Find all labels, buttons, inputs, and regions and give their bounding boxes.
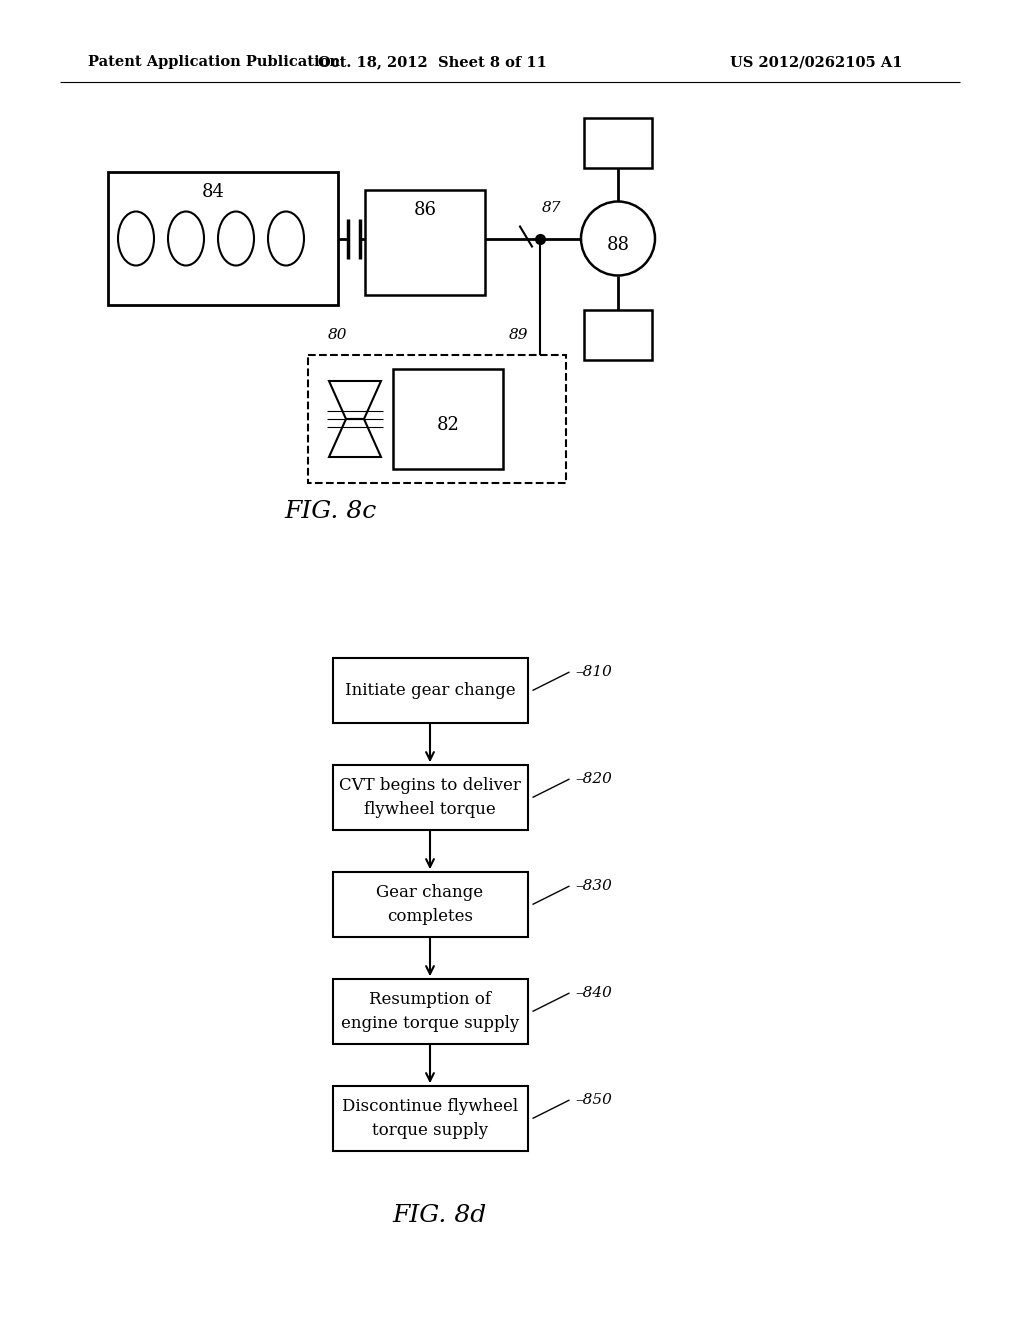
- Text: Discontinue flywheel: Discontinue flywheel: [342, 1098, 518, 1115]
- Text: –850: –850: [575, 1093, 612, 1107]
- Text: US 2012/0262105 A1: US 2012/0262105 A1: [730, 55, 902, 69]
- Text: flywheel torque: flywheel torque: [365, 801, 496, 818]
- Text: Resumption of: Resumption of: [369, 991, 490, 1008]
- Bar: [333, 979, 527, 1044]
- Text: 80: 80: [328, 327, 347, 342]
- Text: Initiate gear change: Initiate gear change: [345, 682, 515, 700]
- Text: –820: –820: [575, 772, 612, 785]
- Text: Oct. 18, 2012  Sheet 8 of 11: Oct. 18, 2012 Sheet 8 of 11: [317, 55, 547, 69]
- Ellipse shape: [218, 211, 254, 265]
- Text: 89: 89: [509, 327, 528, 342]
- Ellipse shape: [268, 211, 304, 265]
- Text: –830: –830: [575, 879, 612, 894]
- Text: 87: 87: [542, 202, 561, 215]
- Bar: [365, 190, 485, 294]
- Bar: [584, 310, 652, 360]
- Text: CVT begins to deliver: CVT begins to deliver: [339, 777, 521, 795]
- Text: Gear change: Gear change: [377, 884, 483, 902]
- Ellipse shape: [168, 211, 204, 265]
- Text: FIG. 8c: FIG. 8c: [284, 500, 376, 524]
- Text: FIG. 8d: FIG. 8d: [393, 1204, 487, 1228]
- Text: 88: 88: [606, 236, 630, 255]
- Text: 84: 84: [202, 183, 224, 201]
- Text: completes: completes: [387, 908, 473, 925]
- Bar: [584, 117, 652, 168]
- Text: 82: 82: [436, 416, 460, 434]
- Ellipse shape: [118, 211, 154, 265]
- Bar: [308, 355, 566, 483]
- Bar: [333, 1086, 527, 1151]
- Bar: [333, 873, 527, 937]
- Text: –810: –810: [575, 665, 612, 678]
- Bar: [108, 172, 338, 305]
- Bar: [393, 370, 503, 469]
- Polygon shape: [329, 418, 381, 457]
- Text: engine torque supply: engine torque supply: [341, 1015, 519, 1032]
- Polygon shape: [329, 381, 381, 418]
- Text: torque supply: torque supply: [372, 1122, 488, 1139]
- Text: 86: 86: [414, 201, 436, 219]
- Text: –840: –840: [575, 986, 612, 1001]
- Text: Patent Application Publication: Patent Application Publication: [88, 55, 340, 69]
- Ellipse shape: [581, 202, 655, 276]
- Bar: [333, 657, 527, 723]
- Bar: [333, 766, 527, 830]
